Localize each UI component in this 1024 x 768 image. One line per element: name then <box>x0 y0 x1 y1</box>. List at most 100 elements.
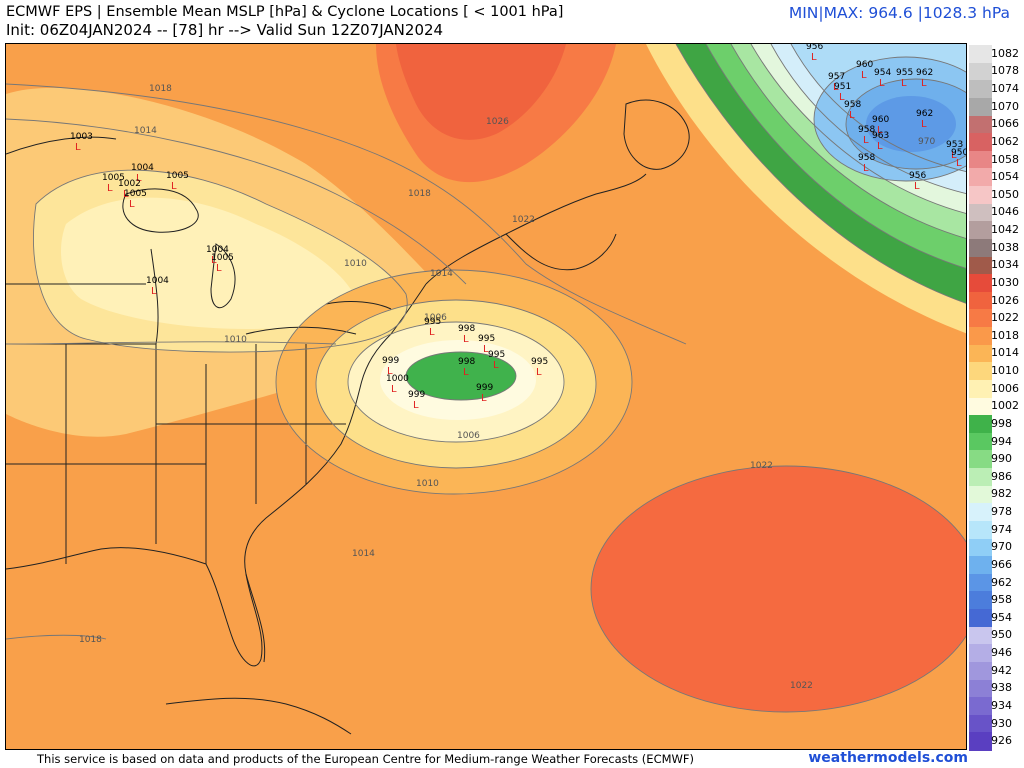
cyclone-pressure-label: 954 <box>874 68 891 78</box>
colorbar-label: 1082 <box>991 46 1019 60</box>
colorbar-swatch <box>969 62 992 81</box>
isobar-label: 1014 <box>430 269 453 279</box>
low-marker-icon: L <box>136 173 142 184</box>
colorbar-label: 1078 <box>991 64 1019 78</box>
colorbar-swatch <box>969 397 992 416</box>
colorbar-label: 1034 <box>991 258 1019 272</box>
colorbar-label: 1026 <box>991 293 1019 307</box>
pressure-map: 1018 1014 1026 1018 1022 1010 1014 1006 1010 1006… <box>6 44 966 749</box>
colorbar-label: 982 <box>991 487 1012 501</box>
colorbar-label: 1006 <box>991 381 1019 395</box>
cyclone-pressure-label: 1004 <box>131 163 154 173</box>
isobar-label: 1018 <box>149 84 172 94</box>
colorbar-label: 994 <box>991 434 1012 448</box>
cyclone-pressure-label: 1005 <box>166 171 189 181</box>
colorbar-swatch <box>969 186 992 205</box>
colorbar-swatch <box>969 432 992 451</box>
colorbar-swatch <box>969 450 992 469</box>
cyclone-pressure-label: 999 <box>382 356 399 366</box>
colorbar-swatch <box>969 274 992 293</box>
colorbar-swatch <box>969 732 992 751</box>
cyclone-pressure-label: 958 <box>858 125 875 135</box>
cyclone-pressure-label: 958 <box>858 153 875 163</box>
colorbar-swatch <box>969 591 992 610</box>
low-marker-icon: L <box>463 334 469 345</box>
colorbar-label: 1030 <box>991 275 1019 289</box>
low-marker-icon: L <box>413 400 419 411</box>
colorbar-swatch <box>969 238 992 257</box>
isobar-label: 1010 <box>416 479 439 489</box>
colorbar-label: 970 <box>991 540 1012 554</box>
cyclone-pressure-label: 962 <box>916 109 933 119</box>
cyclone-pressure-label: 963 <box>872 131 889 141</box>
colorbar-label: 1054 <box>991 170 1019 184</box>
colorbar-label: 986 <box>991 469 1012 483</box>
colorbar-swatch <box>969 415 992 434</box>
low-marker-icon: L <box>493 360 499 371</box>
colorbar-swatch <box>969 644 992 663</box>
colorbar-label: 942 <box>991 663 1012 677</box>
map-panel[interactable]: 1018 1014 1026 1018 1022 1010 1014 1006 1010 1006… <box>5 43 967 750</box>
colorbar-swatch <box>969 468 992 487</box>
low-marker-icon: L <box>833 82 839 93</box>
isobars <box>6 44 966 713</box>
low-marker-icon: L <box>151 286 157 297</box>
cyclone-pressure-label: 995 <box>488 350 505 360</box>
low-marker-icon: L <box>429 327 435 338</box>
coastlines <box>6 99 690 735</box>
low-marker-icon: L <box>901 78 907 89</box>
low-marker-icon: L <box>863 135 869 146</box>
colorbar-label: 1066 <box>991 117 1019 131</box>
colorbar-label: 1070 <box>991 99 1019 113</box>
colorbar-label: 1002 <box>991 399 1019 413</box>
colorbar-label: 998 <box>991 416 1012 430</box>
colorbar-label: 1010 <box>991 364 1019 378</box>
colorbar-swatch <box>969 97 992 116</box>
colorbar-swatch <box>969 485 992 504</box>
isobar-labels: 1018 1014 1026 1018 1022 1010 1014 1006 1010 1006… <box>79 84 935 691</box>
cyclone-pressure-label: 1005 <box>102 173 125 183</box>
cyclone-pressure-label: 1005 <box>211 253 234 263</box>
low-marker-icon: L <box>921 78 927 89</box>
cyclone-pressure-label: 953 <box>946 140 963 150</box>
colorbar-swatch <box>969 714 992 733</box>
low-marker-icon: L <box>216 263 222 274</box>
colorbar-swatch <box>969 133 992 152</box>
colorbar-swatch <box>969 80 992 99</box>
isobar-label: 1006 <box>424 313 447 323</box>
low-marker-icon: L <box>861 70 867 81</box>
cyclone-pressure-label: 960 <box>872 115 889 125</box>
colorbar-label: 966 <box>991 557 1012 571</box>
colorbar-label: 1014 <box>991 346 1019 360</box>
colorbar-swatch <box>969 221 992 240</box>
low-marker-icon: L <box>107 183 113 194</box>
colorbar-swatch <box>969 150 992 169</box>
cyclone-pressure-label: 1004 <box>146 276 169 286</box>
min-max-readout: MIN|MAX: 964.6 |1028.3 hPa <box>788 4 1010 22</box>
colorbar-label: 1046 <box>991 205 1019 219</box>
colorbar-swatch <box>969 538 992 557</box>
colorbar-label: 1058 <box>991 152 1019 166</box>
colorbar-swatch <box>969 556 992 575</box>
colorbar-swatch <box>969 379 992 398</box>
low-marker-icon: L <box>849 110 855 121</box>
cyclone-pressure-label: 995 <box>424 317 441 327</box>
map-title: ECMWF EPS | Ensemble Mean MSLP [hPa] & C… <box>6 4 564 20</box>
colorbar-label: 1042 <box>991 223 1019 237</box>
isobar-label: 1022 <box>790 681 813 691</box>
cyclone-pressure-label: 956 <box>806 44 823 52</box>
cyclone-pressure-label: 995 <box>531 357 548 367</box>
low-marker-icon: L <box>75 142 81 153</box>
cyclone-pressure-label: 1002 <box>118 179 141 189</box>
colorbar-label: 1018 <box>991 328 1019 342</box>
low-marker-icon: L <box>463 367 469 378</box>
cyclone-pressure-label: 1004 <box>206 245 229 255</box>
colorbar-label: 1050 <box>991 187 1019 201</box>
cyclone-pressure-label: 995 <box>478 334 495 344</box>
low-marker-icon: L <box>956 158 962 169</box>
low-marker-icon: L <box>129 199 135 210</box>
brand-link[interactable]: weathermodels.com <box>808 750 968 766</box>
colorbar-swatch <box>969 573 992 592</box>
colorbar-label: 926 <box>991 734 1012 748</box>
colorbar-swatch <box>969 309 992 328</box>
